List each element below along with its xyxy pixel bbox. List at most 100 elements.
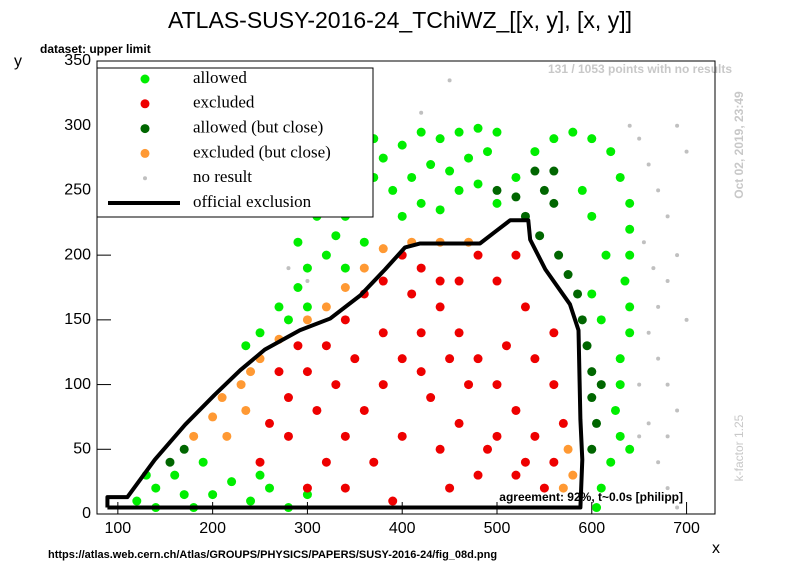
legend-label: allowed (but close) <box>193 118 323 137</box>
point <box>407 289 417 299</box>
point <box>445 354 455 364</box>
point <box>246 496 256 506</box>
point <box>577 185 587 195</box>
point <box>627 123 632 128</box>
y-tick-label: 100 <box>64 376 91 393</box>
point <box>445 166 455 176</box>
point <box>665 279 670 284</box>
point <box>321 302 331 312</box>
point <box>554 250 564 260</box>
point <box>665 434 670 439</box>
point <box>407 172 417 182</box>
point <box>447 78 452 83</box>
point <box>483 444 493 454</box>
legend-label: excluded <box>193 93 255 112</box>
point <box>369 457 379 467</box>
y-tick-label: 200 <box>64 246 91 263</box>
point <box>255 457 265 467</box>
point <box>464 380 474 390</box>
point <box>302 483 312 493</box>
point <box>416 328 426 338</box>
point <box>302 263 312 273</box>
legend-label: no result <box>193 167 252 186</box>
point <box>549 198 559 208</box>
point <box>641 240 646 245</box>
point <box>492 127 502 137</box>
point <box>302 367 312 377</box>
point <box>625 224 635 234</box>
point <box>483 147 493 157</box>
legend-label: excluded (but close) <box>193 142 331 161</box>
point <box>293 237 303 247</box>
point <box>549 134 559 144</box>
point <box>656 356 661 361</box>
point <box>520 457 530 467</box>
point <box>637 382 642 387</box>
legend-marker <box>140 74 150 84</box>
point <box>492 185 502 195</box>
annotation: https://atlas.web.cern.ch/Atlas/GROUPS/P… <box>48 549 497 561</box>
point <box>265 418 275 428</box>
point <box>305 279 310 284</box>
point <box>340 263 350 273</box>
point <box>563 444 573 454</box>
point <box>283 315 293 325</box>
y-tick-label: 300 <box>64 117 91 134</box>
point <box>665 382 670 387</box>
point <box>549 380 559 390</box>
x-axis-label: x <box>712 540 720 557</box>
point <box>530 354 540 364</box>
point <box>454 185 464 195</box>
y-tick-label: 150 <box>64 311 91 328</box>
point <box>492 431 502 441</box>
point <box>217 393 227 403</box>
point <box>397 140 407 150</box>
point <box>684 149 689 154</box>
point <box>587 134 597 144</box>
y-tick-label: 0 <box>82 505 91 522</box>
point <box>454 418 464 428</box>
point <box>286 266 291 271</box>
point <box>511 172 521 182</box>
point <box>620 276 630 286</box>
point <box>165 457 175 467</box>
point <box>378 276 388 286</box>
point <box>587 211 597 221</box>
y-axis-label: y <box>14 53 22 70</box>
point <box>606 147 616 157</box>
point <box>473 179 483 189</box>
point <box>293 283 303 292</box>
point <box>464 153 474 163</box>
point <box>675 505 680 510</box>
point <box>473 470 483 480</box>
point <box>539 185 549 195</box>
point <box>637 136 642 141</box>
point <box>388 496 398 506</box>
point <box>331 231 341 241</box>
y-tick-label: 50 <box>73 441 91 458</box>
point <box>596 380 606 390</box>
point <box>265 483 275 493</box>
point <box>511 192 521 202</box>
point <box>625 444 635 454</box>
point <box>615 431 625 441</box>
point <box>610 405 620 415</box>
point <box>312 405 322 415</box>
point <box>656 188 661 193</box>
point <box>340 315 350 325</box>
point <box>255 470 265 480</box>
point <box>592 503 602 513</box>
point <box>492 276 502 286</box>
annotation: agreement: 92%, t~0.0s [philipp] <box>499 490 683 504</box>
point <box>582 341 592 351</box>
x-tick-label: 600 <box>578 520 605 537</box>
point <box>179 444 189 454</box>
point <box>615 172 625 182</box>
point <box>625 250 635 260</box>
point <box>302 490 312 500</box>
point <box>426 160 436 170</box>
point <box>435 276 445 286</box>
point <box>397 211 407 221</box>
point <box>208 412 218 422</box>
point <box>625 198 635 208</box>
